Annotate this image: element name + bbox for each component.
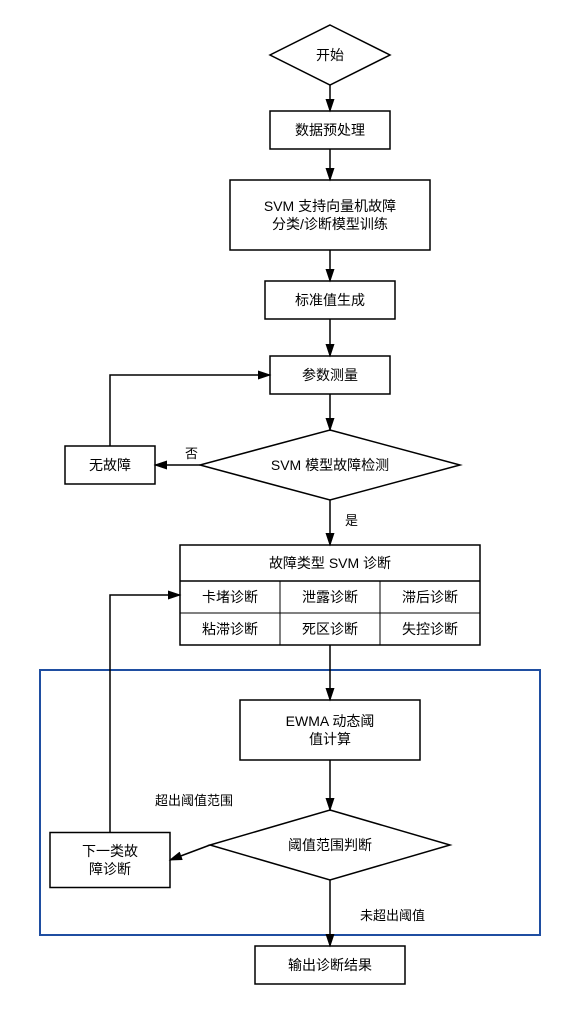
edge-label-10: 未超出阈值 — [360, 908, 425, 923]
svg-text:阈值范围判断: 阈值范围判断 — [288, 837, 372, 853]
svg-text:障诊断: 障诊断 — [89, 861, 131, 877]
svg-text:SVM 支持向量机故障: SVM 支持向量机故障 — [264, 198, 396, 214]
flowchart-canvas: 开始数据预处理SVM 支持向量机故障分类/诊断模型训练标准值生成参数测量SVM … — [10, 10, 561, 1010]
node-threshold: 阈值范围判断 — [210, 810, 450, 880]
node-std_gen: 标准值生成 — [265, 281, 395, 319]
edge-label-6: 是 — [345, 513, 358, 528]
svg-text:无故障: 无故障 — [89, 457, 131, 473]
node-svm_train: SVM 支持向量机故障分类/诊断模型训练 — [230, 180, 430, 250]
edge-threshold-next_fault — [170, 845, 210, 860]
svg-text:值计算: 值计算 — [309, 731, 351, 747]
feedback-edge-0 — [110, 375, 270, 446]
edge-label-5: 否 — [185, 446, 198, 461]
node-fault_group: 故障类型 SVM 诊断卡堵诊断 泄露诊断 滞后诊断粘滞诊断 死区诊断 失控诊断 — [180, 545, 480, 645]
svg-text:下一类故: 下一类故 — [82, 843, 138, 859]
svg-text:标准值生成: 标准值生成 — [295, 292, 365, 308]
svg-text:卡堵诊断: 卡堵诊断 — [202, 589, 258, 605]
node-param_meas: 参数测量 — [270, 356, 390, 394]
svg-text:分类/诊断模型训练: 分类/诊断模型训练 — [272, 216, 388, 232]
svg-text:失控诊断: 失控诊断 — [402, 621, 458, 637]
node-preprocess: 数据预处理 — [270, 111, 390, 149]
svg-text:EWMA 动态阈: EWMA 动态阈 — [286, 713, 375, 729]
edge-label-9: 超出阈值范围 — [155, 793, 233, 808]
node-output: 输出诊断结果 — [255, 946, 405, 984]
svg-text:SVM 模型故障检测: SVM 模型故障检测 — [271, 457, 389, 473]
node-start: 开始 — [270, 25, 390, 85]
svg-text:泄露诊断: 泄露诊断 — [302, 589, 358, 605]
node-next_fault: 下一类故障诊断 — [50, 833, 170, 888]
svg-text:开始: 开始 — [316, 47, 344, 63]
svg-text:数据预处理: 数据预处理 — [295, 122, 365, 138]
svg-text:粘滞诊断: 粘滞诊断 — [202, 621, 258, 637]
svg-text:滞后诊断: 滞后诊断 — [402, 589, 458, 605]
node-ewma: EWMA 动态阈值计算 — [240, 700, 420, 760]
svg-text:故障类型 SVM 诊断: 故障类型 SVM 诊断 — [269, 555, 391, 571]
svg-text:死区诊断: 死区诊断 — [302, 621, 358, 637]
svg-text:输出诊断结果: 输出诊断结果 — [288, 957, 372, 973]
node-svm_detect: SVM 模型故障检测 — [200, 430, 460, 500]
svg-text:参数测量: 参数测量 — [302, 367, 358, 383]
node-no_fault: 无故障 — [65, 446, 155, 484]
